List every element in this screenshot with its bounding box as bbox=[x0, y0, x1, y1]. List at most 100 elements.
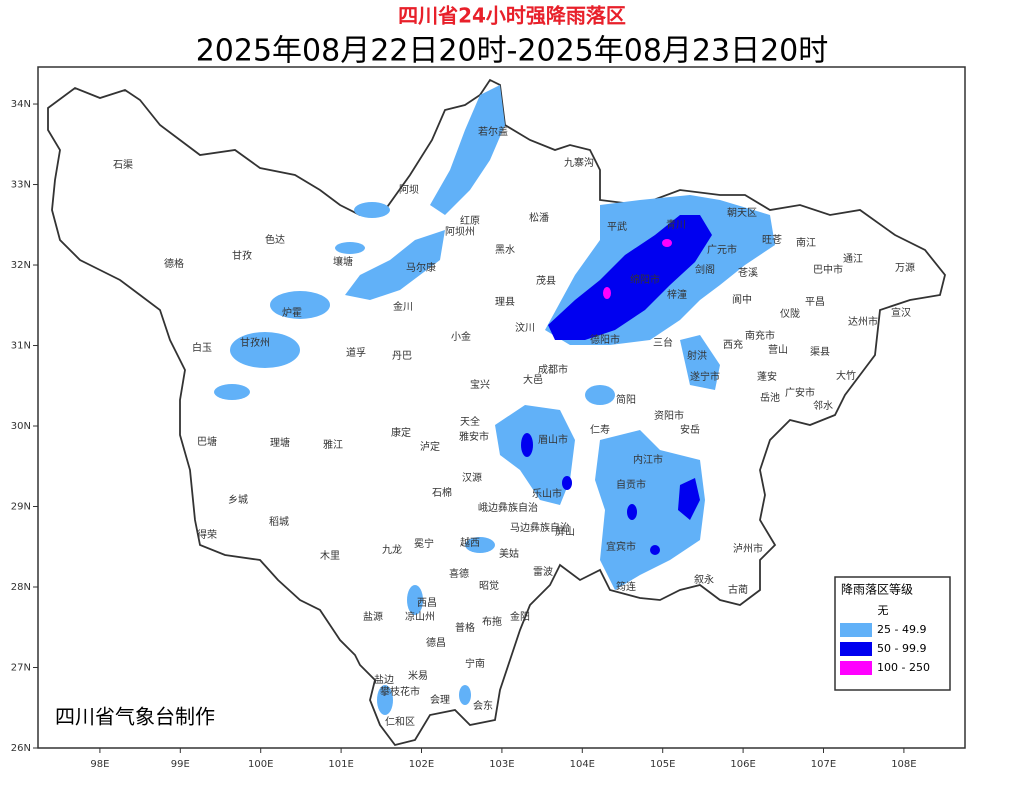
place-label: 射洪 bbox=[687, 350, 707, 362]
x-tick-label: 102E bbox=[409, 759, 434, 770]
place-label: 眉山市 bbox=[538, 433, 568, 446]
place-label: 甘孜 bbox=[232, 249, 252, 262]
place-label: 壤塘 bbox=[333, 255, 353, 268]
place-label: 天全 bbox=[460, 415, 480, 428]
place-label: 遂宁市 bbox=[690, 370, 720, 383]
rain-25 bbox=[595, 430, 705, 590]
place-label: 马边彝族自治 bbox=[510, 521, 570, 534]
place-label: 成都市 bbox=[538, 363, 568, 376]
place-label: 青川 bbox=[666, 218, 686, 231]
rain-25 bbox=[459, 685, 471, 705]
legend-label: 100 - 250 bbox=[877, 661, 930, 674]
x-tick-label: 106E bbox=[730, 759, 755, 770]
place-label: 广元市 bbox=[707, 243, 737, 256]
place-label: 雅安市 bbox=[459, 430, 489, 443]
place-label: 越西 bbox=[460, 536, 480, 549]
place-label: 南江 bbox=[796, 236, 816, 249]
place-label: 阿坝州 bbox=[445, 226, 475, 238]
place-label: 若尔盖 bbox=[478, 125, 508, 138]
place-label: 白玉 bbox=[192, 341, 212, 354]
place-label: 峨边彝族自治 bbox=[478, 501, 538, 514]
place-label: 内江市 bbox=[633, 453, 663, 466]
place-label: 小金 bbox=[451, 330, 471, 343]
legend-swatch bbox=[840, 661, 872, 675]
place-label: 简阳 bbox=[616, 393, 636, 406]
place-label: 冕宁 bbox=[414, 537, 434, 550]
rain-25 bbox=[345, 230, 445, 300]
place-label: 雅江 bbox=[323, 438, 343, 451]
place-label: 宜宾市 bbox=[606, 540, 636, 553]
place-label: 黑水 bbox=[495, 244, 515, 256]
place-label: 甘孜州 bbox=[240, 336, 270, 349]
axes: 98E 99E 100E 101E 102E 103E 104E 105E 106E 107E 10… bbox=[11, 99, 917, 770]
place-label: 色达 bbox=[265, 233, 285, 246]
x-tick-label: 99E bbox=[171, 759, 190, 770]
title: 四川省24小时强降雨落区 bbox=[398, 4, 626, 28]
place-label: 布拖 bbox=[482, 615, 502, 628]
place-label: 茂县 bbox=[536, 274, 556, 287]
place-label: 西昌 bbox=[417, 597, 437, 609]
place-label: 朝天区 bbox=[727, 207, 757, 219]
place-label: 营山 bbox=[768, 343, 788, 356]
place-label: 丹巴 bbox=[392, 350, 412, 362]
rain-25 bbox=[585, 385, 615, 405]
place-label: 筠连 bbox=[616, 580, 636, 593]
place-label: 宝兴 bbox=[470, 378, 490, 391]
place-label: 汉源 bbox=[462, 471, 482, 484]
place-label: 理塘 bbox=[270, 436, 290, 449]
place-label: 汶川 bbox=[515, 321, 535, 334]
rain-25 bbox=[335, 242, 365, 254]
place-label: 石棉 bbox=[432, 486, 452, 499]
legend-label: 50 - 99.9 bbox=[877, 642, 926, 655]
place-label: 盐源 bbox=[363, 610, 383, 623]
rain-100 bbox=[603, 287, 611, 299]
place-label: 普格 bbox=[455, 621, 475, 634]
y-tick-label: 30N bbox=[11, 421, 31, 432]
legend: 降雨落区等级 无 25 - 49.9 50 - 99.9 100 - 250 bbox=[834, 576, 951, 691]
place-label: 宣汉 bbox=[891, 306, 911, 319]
place-label: 九龙 bbox=[382, 543, 402, 556]
y-tick-label: 32N bbox=[11, 260, 31, 271]
y-tick-label: 28N bbox=[11, 582, 31, 593]
place-label: 达州市 bbox=[848, 315, 878, 328]
place-label: 巴中市 bbox=[813, 263, 843, 276]
place-label: 石渠 bbox=[113, 159, 133, 171]
rain-25 bbox=[680, 335, 720, 390]
place-label: 大邑 bbox=[523, 373, 543, 386]
place-label: 西充 bbox=[723, 338, 743, 351]
rain-25 bbox=[230, 332, 300, 368]
rain-25 bbox=[214, 384, 250, 400]
place-label: 米易 bbox=[408, 669, 428, 682]
rain-25 bbox=[354, 202, 390, 218]
place-label: 渠县 bbox=[810, 346, 830, 358]
place-label: 乡城 bbox=[228, 494, 248, 506]
place-label: 通江 bbox=[843, 253, 863, 265]
rain-25 bbox=[495, 405, 575, 505]
place-label: 蓬安 bbox=[757, 370, 777, 383]
place-label: 屏山 bbox=[555, 526, 575, 538]
place-label: 德格 bbox=[164, 257, 184, 270]
place-label: 松潘 bbox=[529, 211, 549, 224]
rain-50 bbox=[650, 545, 660, 555]
rain-100 bbox=[662, 239, 672, 247]
place-label: 稻城 bbox=[269, 516, 289, 528]
rain-25 bbox=[407, 585, 423, 615]
place-label: 康定 bbox=[391, 426, 411, 439]
place-label: 资阳市 bbox=[654, 409, 684, 422]
x-tick-label: 98E bbox=[90, 759, 109, 770]
rain-25 bbox=[270, 291, 330, 319]
x-tick-label: 100E bbox=[248, 759, 273, 770]
rain-50 bbox=[678, 478, 700, 520]
place-label: 盐边 bbox=[374, 673, 394, 686]
place-label: 剑阁 bbox=[695, 263, 715, 276]
place-label: 德阳市 bbox=[590, 333, 620, 346]
legend-swatch bbox=[840, 642, 872, 656]
y-tick-label: 26N bbox=[11, 743, 31, 754]
rain-25 bbox=[377, 685, 393, 715]
place-label: 阿坝 bbox=[399, 184, 419, 196]
place-label: 凉山州 bbox=[405, 610, 435, 623]
place-label: 德昌 bbox=[426, 636, 446, 649]
